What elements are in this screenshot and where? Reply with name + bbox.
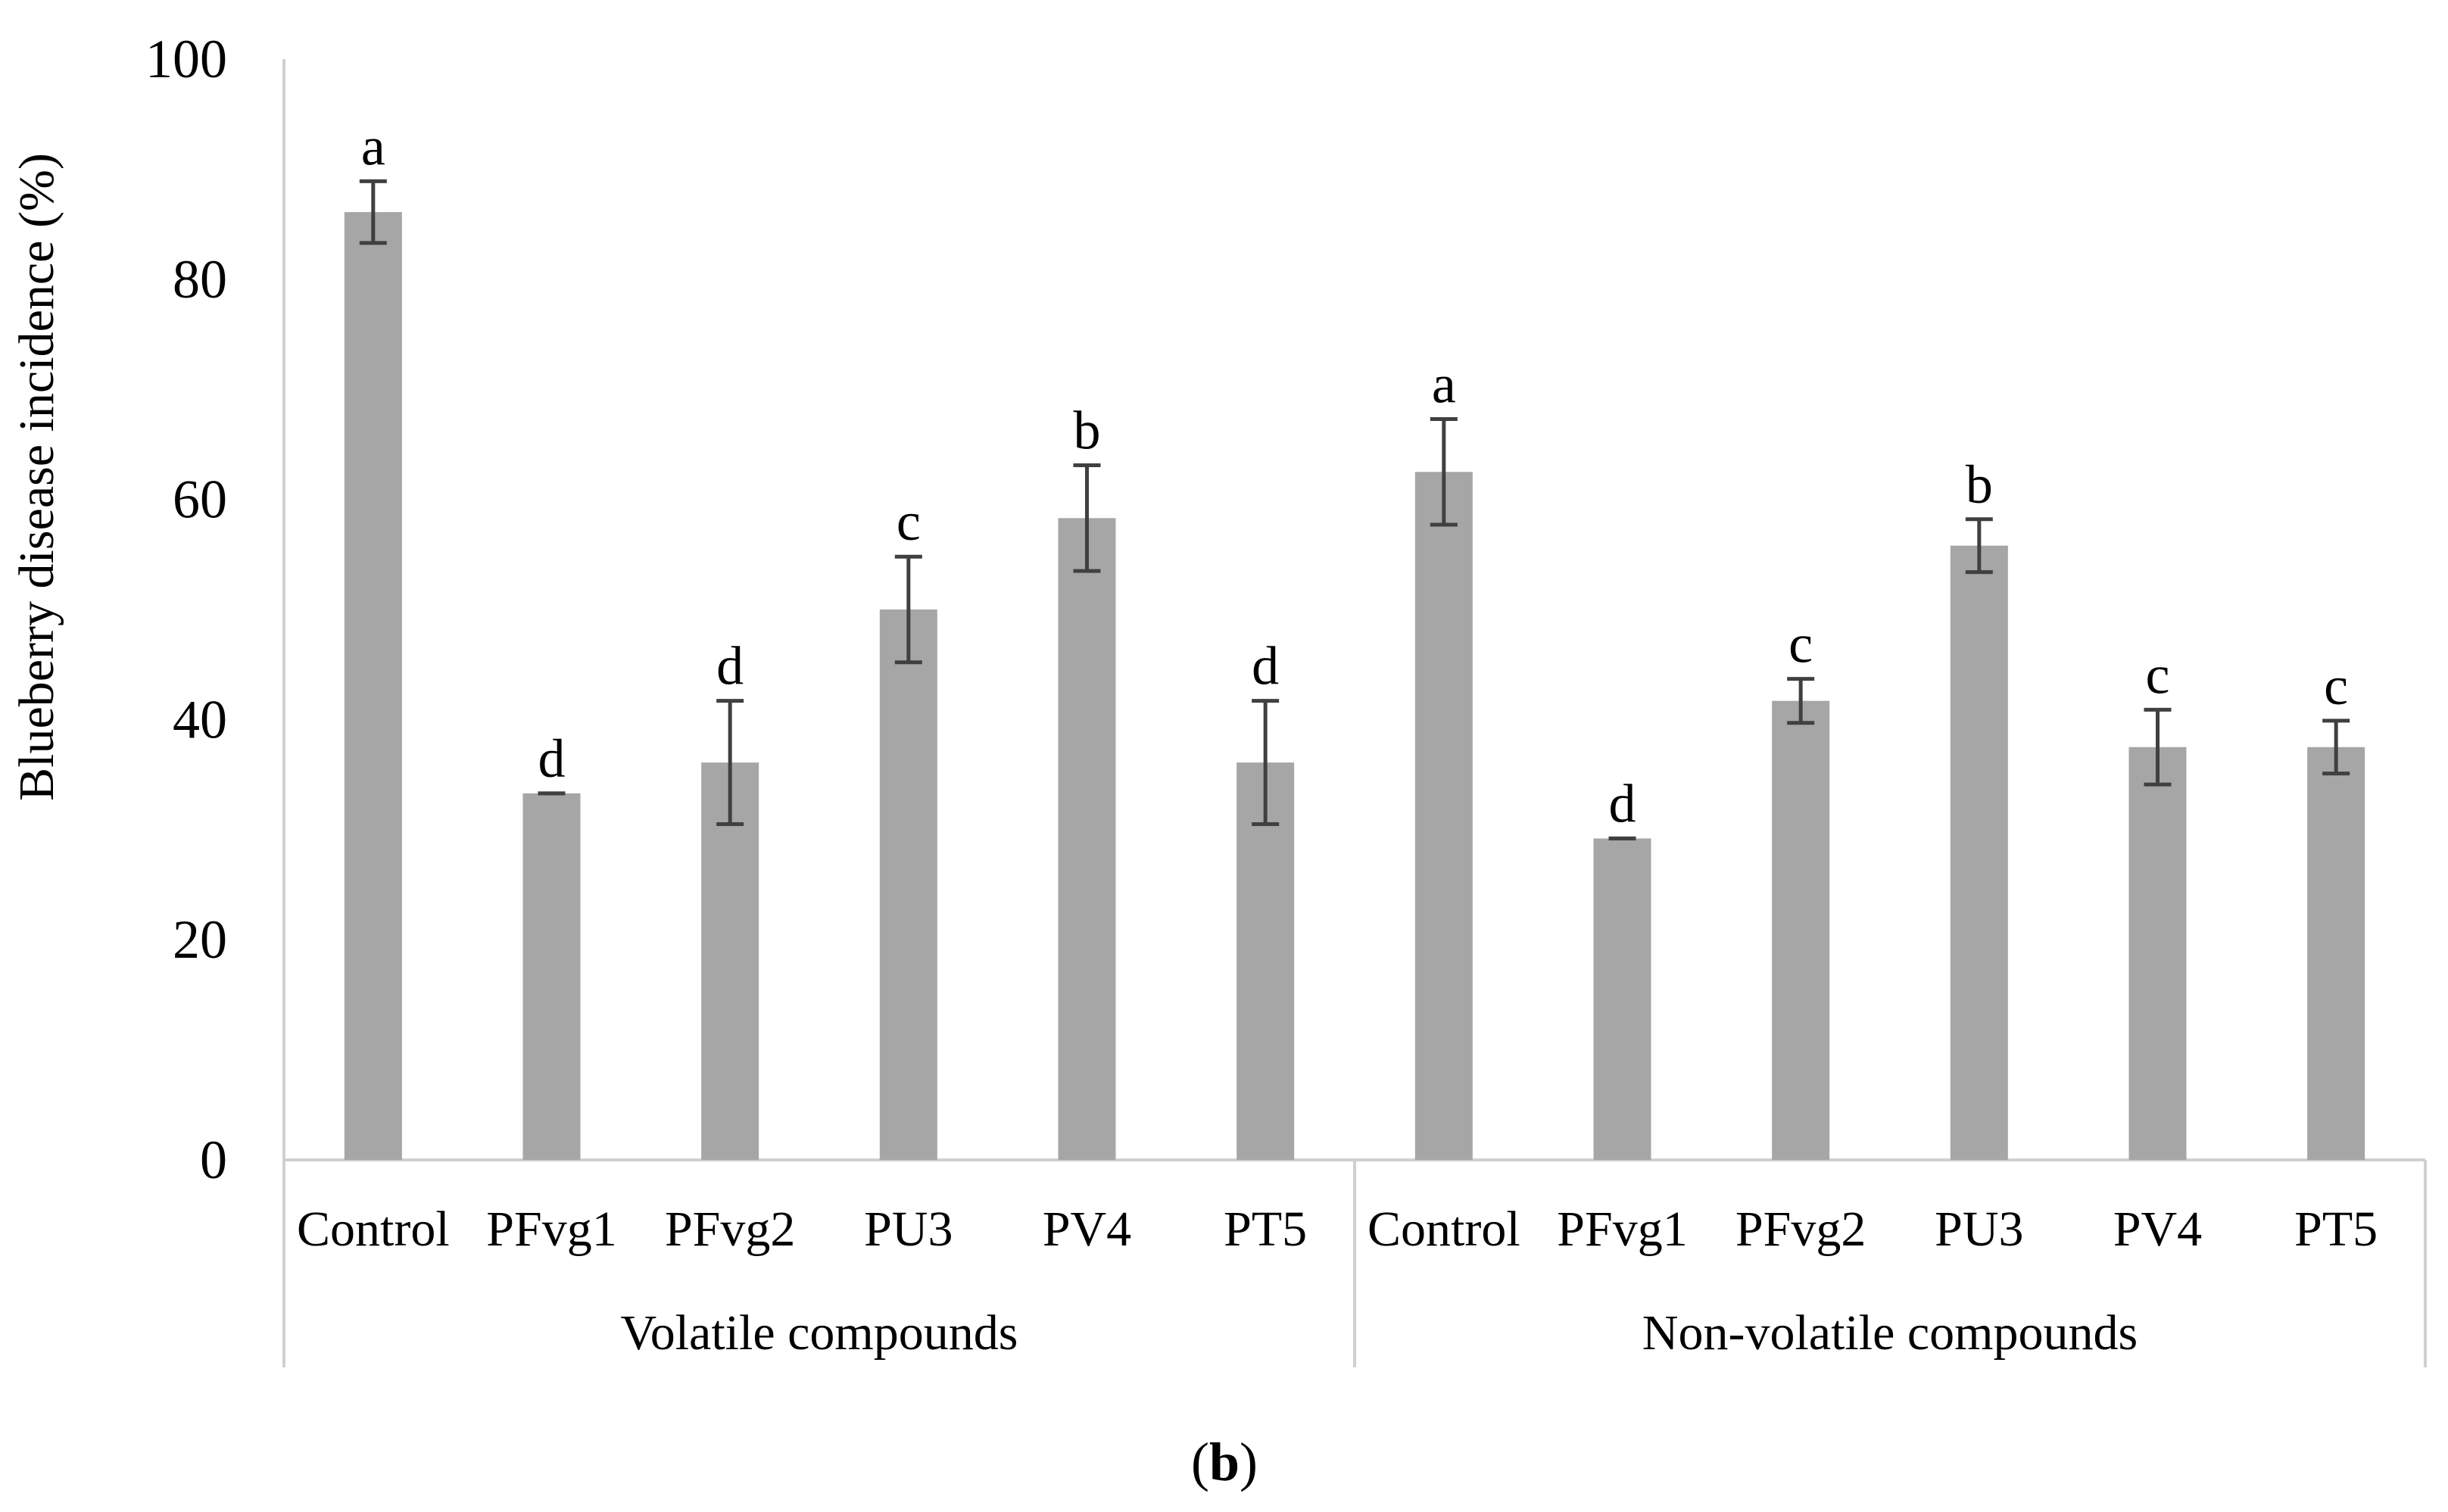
y-tick-label: 0 (200, 1130, 227, 1190)
bar (1950, 545, 2008, 1160)
labels-layer: 0 20 40 60 80 100 a Control d PFvg1 d PFvg2 c PU3 b PV4… (145, 29, 2378, 1361)
significance-letter: d (1252, 636, 1279, 697)
significance-letter: c (897, 491, 921, 552)
bars-layer (344, 179, 2365, 1161)
y-tick-label: 60 (173, 469, 227, 530)
significance-letter: d (538, 728, 566, 789)
group-label: Volatile compounds (621, 1305, 1018, 1361)
bar (879, 609, 937, 1160)
bar (2307, 747, 2365, 1160)
x-tick-label: PFvg2 (665, 1202, 795, 1257)
group-label: Non-volatile compounds (1642, 1305, 2138, 1361)
significance-letter: b (1074, 401, 1101, 461)
x-tick-label: PFvg1 (486, 1202, 616, 1257)
panel-label: (b) (1191, 1432, 1258, 1492)
y-tick-label: 40 (173, 689, 227, 750)
significance-letter: b (1966, 454, 1993, 515)
x-tick-label: PU3 (1935, 1202, 2023, 1257)
x-tick-label: PT5 (2294, 1202, 2378, 1257)
bar (1593, 838, 1651, 1160)
significance-letter: c (2324, 656, 2348, 716)
significance-letter: c (2146, 644, 2170, 705)
significance-letter: c (1788, 614, 1813, 675)
bar (701, 762, 759, 1160)
x-tick-label: Control (1367, 1202, 1520, 1257)
x-tick-label: PT5 (1224, 1202, 1307, 1257)
x-tick-label: PFvg2 (1735, 1202, 1866, 1257)
x-tick-label: Control (297, 1202, 450, 1257)
x-tick-label: PV4 (2113, 1202, 2202, 1257)
y-tick-label: 80 (173, 249, 227, 310)
bar (522, 793, 581, 1160)
y-tick-label: 100 (145, 29, 227, 89)
y-axis-label: Blueberry disease incidence (%) (9, 153, 64, 801)
x-tick-label: PU3 (864, 1202, 953, 1257)
bar (2128, 747, 2187, 1160)
y-tick-label: 20 (173, 909, 227, 970)
significance-letter: d (1609, 773, 1636, 834)
bar (344, 212, 402, 1161)
x-tick-label: PV4 (1043, 1202, 1131, 1257)
significance-letter: a (361, 116, 385, 176)
bar (1058, 518, 1116, 1160)
axes-layer (282, 59, 2427, 1367)
significance-letter: d (716, 636, 744, 697)
bar (1772, 700, 1830, 1160)
bar (1414, 472, 1473, 1160)
significance-letter: a (1432, 354, 1456, 414)
bar (1236, 762, 1295, 1160)
x-tick-label: PFvg1 (1557, 1202, 1687, 1257)
